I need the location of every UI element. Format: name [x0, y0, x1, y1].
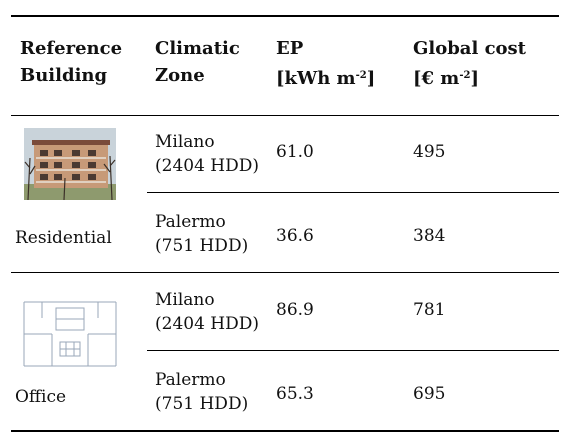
office-label: Office	[15, 387, 67, 407]
header-global-cost: Global cost [€ m-2]	[413, 38, 526, 89]
ep-cell: 61.0	[276, 142, 314, 162]
ep-cell: 36.6	[276, 226, 314, 246]
ep-cell: 86.9	[276, 300, 314, 320]
header-bottom-rule	[11, 115, 559, 116]
global-cost-cell: 695	[413, 384, 446, 404]
office-floorplan-image	[22, 298, 118, 370]
climatic-zone-cell: Milano (2404 HDD)	[155, 132, 260, 176]
office-inner-rule	[147, 350, 559, 351]
climatic-zone-cell: Palermo (751 HDD)	[155, 212, 249, 256]
group-separator-rule	[11, 272, 559, 273]
header-ep: EP [kWh m-2]	[276, 38, 376, 89]
header-reference-building: Reference Building	[20, 38, 123, 86]
climatic-zone-cell: Milano (2404 HDD)	[155, 290, 260, 334]
global-cost-cell: 495	[413, 142, 446, 162]
ep-cell: 65.3	[276, 384, 314, 404]
residential-building-photo	[24, 128, 116, 200]
climatic-zone-cell: Palermo (751 HDD)	[155, 370, 249, 414]
table-top-rule	[11, 15, 559, 17]
residential-inner-rule	[147, 192, 559, 193]
table-bottom-rule	[11, 430, 559, 432]
global-cost-cell: 781	[413, 300, 446, 320]
residential-label: Residential	[15, 228, 112, 248]
global-cost-cell: 384	[413, 226, 446, 246]
header-climatic-zone: Climatic Zone	[155, 38, 240, 86]
